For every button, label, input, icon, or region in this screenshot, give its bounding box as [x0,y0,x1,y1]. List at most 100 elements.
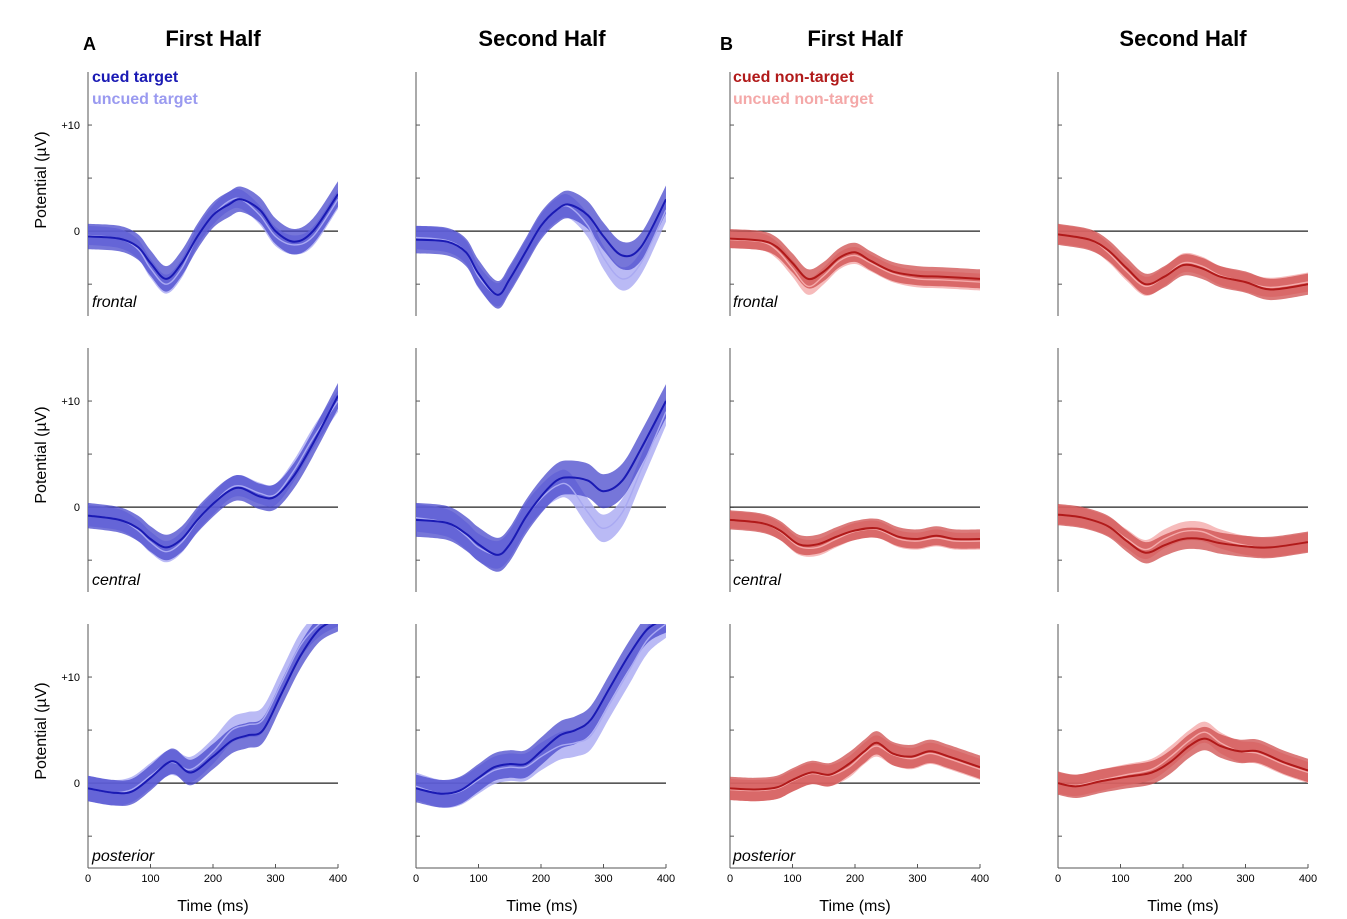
column-title-b-second-half: Second Half [1119,26,1247,51]
cued-error-band [88,624,338,806]
x-axis-label-col-3: Time (ms) [819,898,890,915]
x-axis-label-col-2: Time (ms) [506,898,577,915]
plot-a-first-half-posterior: 0 +10 0 100 200 300 400 [61,624,347,885]
uncued-mean-line [1058,731,1308,787]
y-axis-label-row-2: Potential (µV) [33,406,50,503]
x-tick-label-200: 200 [532,873,550,885]
x-tick-label-300: 300 [266,873,284,885]
cued-mean-line [1058,513,1308,554]
cued-mean-line [88,395,338,549]
panel-letter-b: B [720,34,733,54]
x-tick-label-0: 0 [85,873,91,885]
series-group [730,731,980,802]
x-tick-label-200: 200 [846,873,864,885]
cued-error-band [88,383,338,561]
plot-b-first-half-posterior: 0 100 200 300 400 [727,624,989,885]
x-tick-label-300: 300 [908,873,926,885]
cued-error-band [1058,503,1308,564]
cued-error-band [416,384,666,572]
x-tick-label-0: 0 [1055,873,1061,885]
panel-letter-a: A [83,34,96,54]
cued-error-band [730,731,980,802]
cued-mean-line [1058,737,1308,788]
cued-error-band [416,185,666,309]
series-group [1058,721,1308,799]
series-group [730,229,980,295]
series-group [88,624,338,806]
x-tick-label-0: 0 [727,873,733,885]
axes-layer: 0 +10 0 +10 0 +10 0 100 200 300 400 0 100 200 300 400 0 1… [61,72,1317,885]
x-tick-label-400: 400 [1299,873,1317,885]
column-title-b-first-half: First Half [807,26,903,51]
cued-mean-line [416,400,666,556]
y-axis-label-row-1: Potential (µV) [33,131,50,228]
plot-b-first-half-central [729,348,980,592]
series-group [730,510,980,557]
y-tick-label-0: 0 [74,502,80,514]
series-group [1058,503,1308,564]
cued-error-band [1058,223,1308,301]
cued-error-band [88,181,338,292]
uncued-mean-line [88,624,321,794]
x-axis-label-col-1: Time (ms) [177,898,248,915]
plot-b-first-half-frontal [729,72,980,316]
x-axis-label-col-4: Time (ms) [1147,898,1218,915]
legend-uncued-non-target: uncued non-target [733,91,874,108]
cued-error-band [730,229,980,289]
column-title-a-second-half: Second Half [478,26,606,51]
uncued-error-band [88,624,338,806]
series-group [416,384,666,572]
series-group [416,185,666,309]
uncued-mean-line [416,411,666,556]
cued-mean-line [730,518,980,547]
x-tick-label-300: 300 [1236,873,1254,885]
x-tick-label-100: 100 [1111,873,1129,885]
region-label-a-central: central [92,572,140,589]
plot-a-first-half-frontal: 0 +10 [61,72,338,316]
series-group [1058,223,1308,301]
x-tick-label-300: 300 [594,873,612,885]
cued-error-band [1058,726,1308,799]
cued-mean-line [88,193,338,280]
cued-mean-line [416,198,666,296]
uncued-mean-line [730,238,980,288]
plot-b-second-half-posterior: 0 100 200 300 400 [1055,624,1317,885]
x-tick-label-400: 400 [657,873,675,885]
cued-error-band [730,510,980,556]
x-tick-label-100: 100 [783,873,801,885]
region-label-a-frontal: frontal [92,294,137,311]
cued-mean-line [416,624,657,795]
plot-a-second-half-central [415,348,666,592]
x-tick-label-100: 100 [141,873,159,885]
cued-error-band [416,624,666,808]
series-group [88,383,338,563]
cued-mean-line [730,741,980,791]
plot-a-first-half-central: 0 +10 [61,348,338,592]
cued-mean-line [1058,233,1308,291]
series-group [88,181,338,294]
region-label-b-frontal: frontal [733,294,778,311]
plot-b-second-half-central [1057,348,1308,592]
y-tick-label-10: +10 [61,672,80,684]
uncued-mean-line [416,624,666,795]
legend-cued-non-target: cued non-target [733,69,855,86]
series-group [416,624,666,808]
x-tick-label-100: 100 [469,873,487,885]
plot-a-second-half-frontal [415,72,666,316]
x-tick-label-400: 400 [971,873,989,885]
region-label-b-central: central [733,572,781,589]
x-tick-label-400: 400 [329,873,347,885]
y-tick-label-0: 0 [74,226,80,238]
x-tick-label-0: 0 [413,873,419,885]
y-tick-label-10: +10 [61,396,80,408]
cued-mean-line [730,237,980,281]
uncued-error-band [416,624,666,808]
plot-a-second-half-posterior: 0 100 200 300 400 [413,624,675,885]
legend-cued-target: cued target [92,69,179,86]
cued-mean-line [88,624,329,795]
legend-uncued-target: uncued target [92,91,198,108]
text-layer: A B First Half Second Half First Half Se… [33,26,1247,915]
column-title-a-first-half: First Half [165,26,261,51]
x-tick-label-200: 200 [1174,873,1192,885]
